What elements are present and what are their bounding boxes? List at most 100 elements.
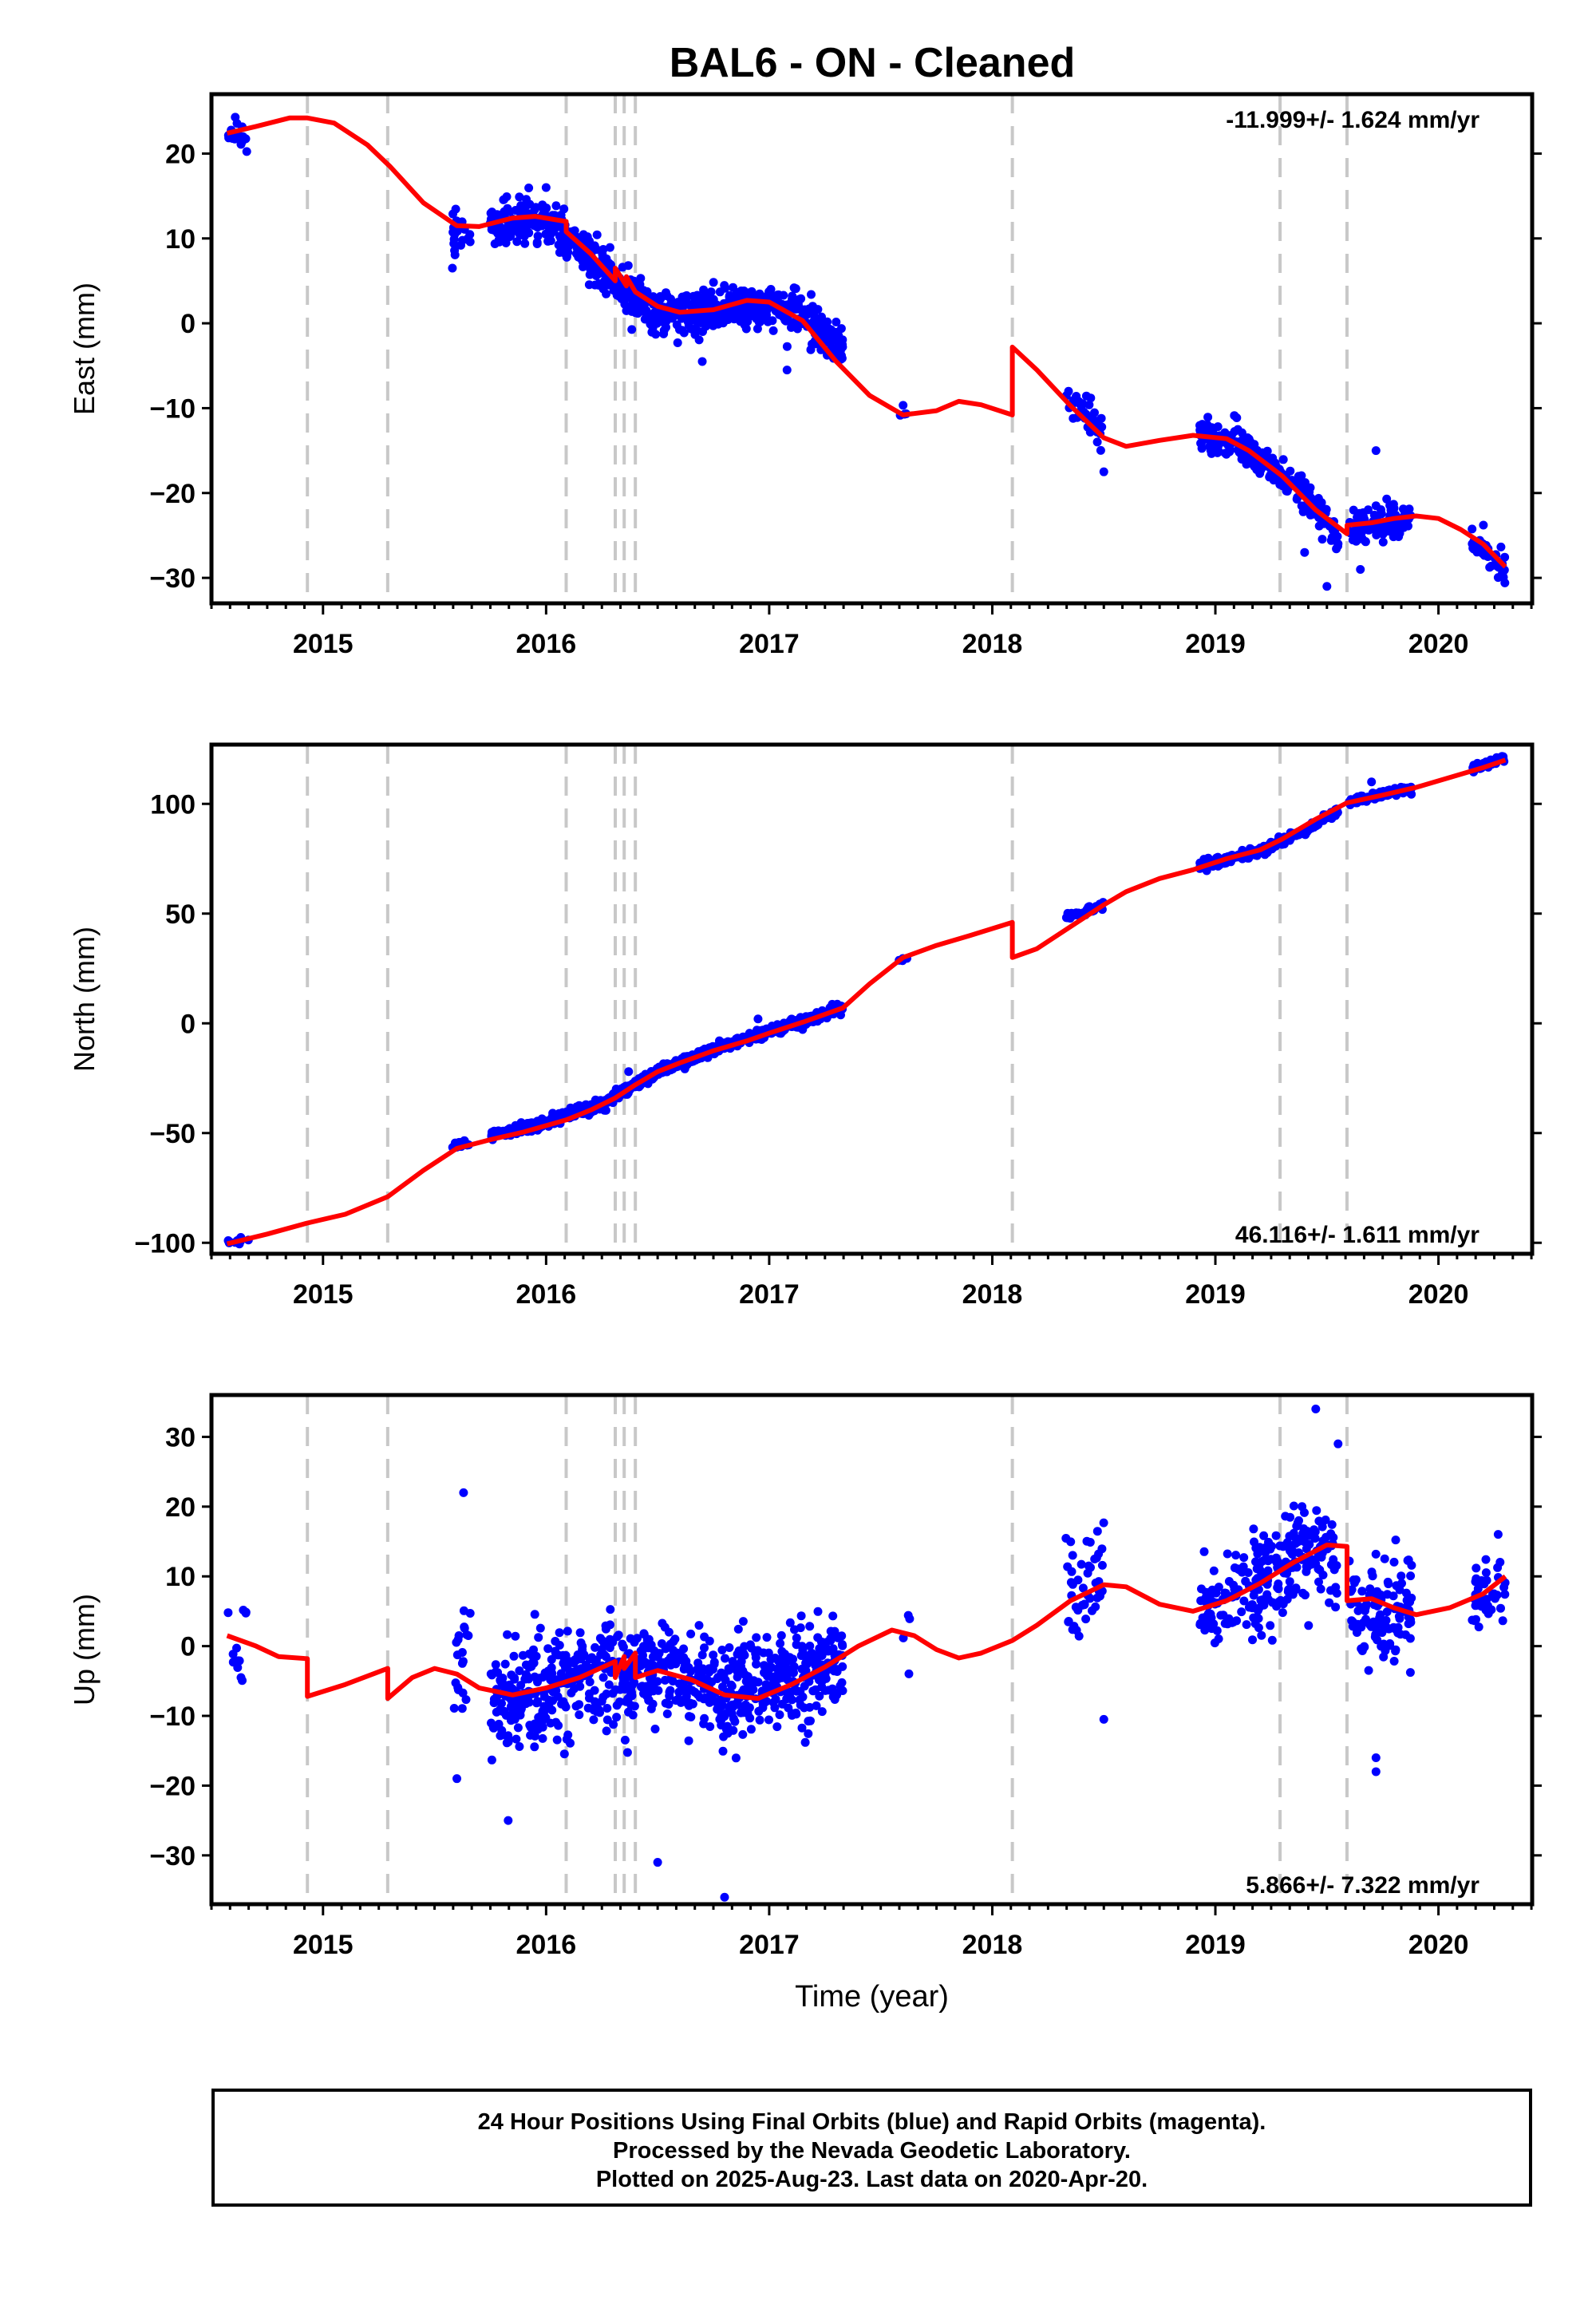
data-point — [1375, 523, 1385, 532]
data-point — [450, 250, 460, 259]
data-point — [772, 1664, 782, 1674]
data-point — [1220, 449, 1230, 458]
data-point — [668, 1652, 678, 1662]
data-point — [1353, 1606, 1363, 1615]
velocity-label: 5.866+/- 7.322 mm/yr — [1246, 1872, 1479, 1899]
data-point — [602, 1704, 612, 1713]
data-point — [1242, 1620, 1251, 1630]
data-point — [817, 1651, 827, 1660]
data-point — [1207, 425, 1216, 434]
data-point — [559, 1749, 569, 1759]
data-point — [725, 1643, 734, 1652]
data-point — [1294, 1537, 1303, 1547]
data-point — [1393, 519, 1402, 528]
data-point — [554, 1721, 563, 1730]
data-point — [709, 1658, 719, 1667]
data-point — [1500, 552, 1510, 562]
data-point — [684, 1736, 693, 1745]
data-point — [562, 1734, 571, 1744]
data-point — [815, 1691, 824, 1701]
data-point — [1371, 501, 1381, 511]
data-point — [1482, 1595, 1491, 1604]
data-point — [1282, 1569, 1292, 1578]
data-point — [592, 245, 602, 255]
data-point — [753, 1014, 763, 1024]
data-point — [521, 1699, 531, 1709]
data-point — [1479, 520, 1488, 530]
data-point — [1254, 1623, 1263, 1633]
y-tick-label: 0 — [180, 309, 196, 339]
data-point — [461, 1695, 471, 1705]
data-point — [1092, 437, 1102, 447]
data-point — [813, 1607, 823, 1616]
data-point — [666, 294, 675, 304]
x-tick-label: 2017 — [739, 1279, 800, 1310]
data-point — [762, 306, 772, 316]
data-point — [1271, 1531, 1281, 1540]
data-point — [1317, 535, 1327, 544]
data-point — [491, 1660, 500, 1670]
data-point — [1396, 1630, 1405, 1639]
data-point — [1269, 476, 1278, 485]
data-point — [760, 1698, 769, 1707]
data-point — [1317, 1522, 1327, 1531]
data-point — [1396, 1571, 1406, 1581]
data-point — [718, 1746, 728, 1756]
data-point — [614, 1630, 623, 1640]
data-point — [1081, 391, 1091, 401]
data-point — [567, 1688, 576, 1697]
data-point — [1241, 1576, 1250, 1586]
data-point — [738, 1617, 748, 1626]
data-point — [1309, 1555, 1318, 1564]
data-point — [535, 1623, 545, 1633]
x-tick-label: 2015 — [293, 1279, 354, 1310]
data-point — [1381, 1646, 1390, 1655]
data-point — [772, 1722, 782, 1732]
data-point — [1405, 1597, 1415, 1607]
data-point — [1371, 446, 1381, 456]
data-point — [1404, 1619, 1413, 1629]
data-point — [602, 1726, 611, 1736]
data-point — [743, 317, 753, 326]
east-panel: −30 −20 −10 0 10 20 2015 2016 2017 2018 2019 2020 Ea… — [68, 92, 1542, 659]
data-point — [642, 308, 652, 318]
x-tick-label: 2018 — [962, 1279, 1023, 1310]
data-point — [1239, 1553, 1249, 1563]
data-point — [1500, 578, 1510, 587]
data-point — [1298, 507, 1308, 516]
data-point — [1237, 454, 1246, 464]
data-point — [1073, 1575, 1083, 1585]
data-point — [231, 113, 240, 122]
data-point — [493, 229, 503, 238]
data-point — [1289, 1528, 1298, 1538]
y-tick-label: 100 — [150, 789, 196, 820]
data-point — [486, 208, 496, 218]
data-point — [796, 1611, 806, 1621]
data-point — [1258, 1600, 1267, 1609]
data-point — [729, 1725, 738, 1735]
data-point — [538, 202, 547, 211]
y-tick-label: 30 — [165, 1422, 196, 1452]
data-point — [686, 1713, 696, 1721]
data-point — [1368, 1571, 1377, 1581]
data-point — [575, 1682, 585, 1691]
data-point — [657, 1639, 666, 1648]
data-point — [683, 317, 693, 326]
data-point — [487, 1755, 496, 1765]
data-point — [1382, 1607, 1392, 1617]
data-point — [1278, 1599, 1288, 1609]
data-point — [533, 1117, 542, 1126]
data-point — [1367, 777, 1377, 787]
data-point — [782, 1688, 792, 1697]
data-point — [572, 1665, 582, 1674]
data-point — [1377, 509, 1386, 519]
data-point — [650, 1725, 660, 1733]
data-point — [1376, 1610, 1385, 1619]
data-point — [694, 312, 704, 322]
data-point — [690, 324, 700, 334]
data-point — [738, 1666, 748, 1676]
data-point — [512, 1734, 521, 1744]
data-point — [490, 239, 500, 248]
data-point — [700, 1693, 709, 1702]
data-point — [752, 1659, 761, 1669]
